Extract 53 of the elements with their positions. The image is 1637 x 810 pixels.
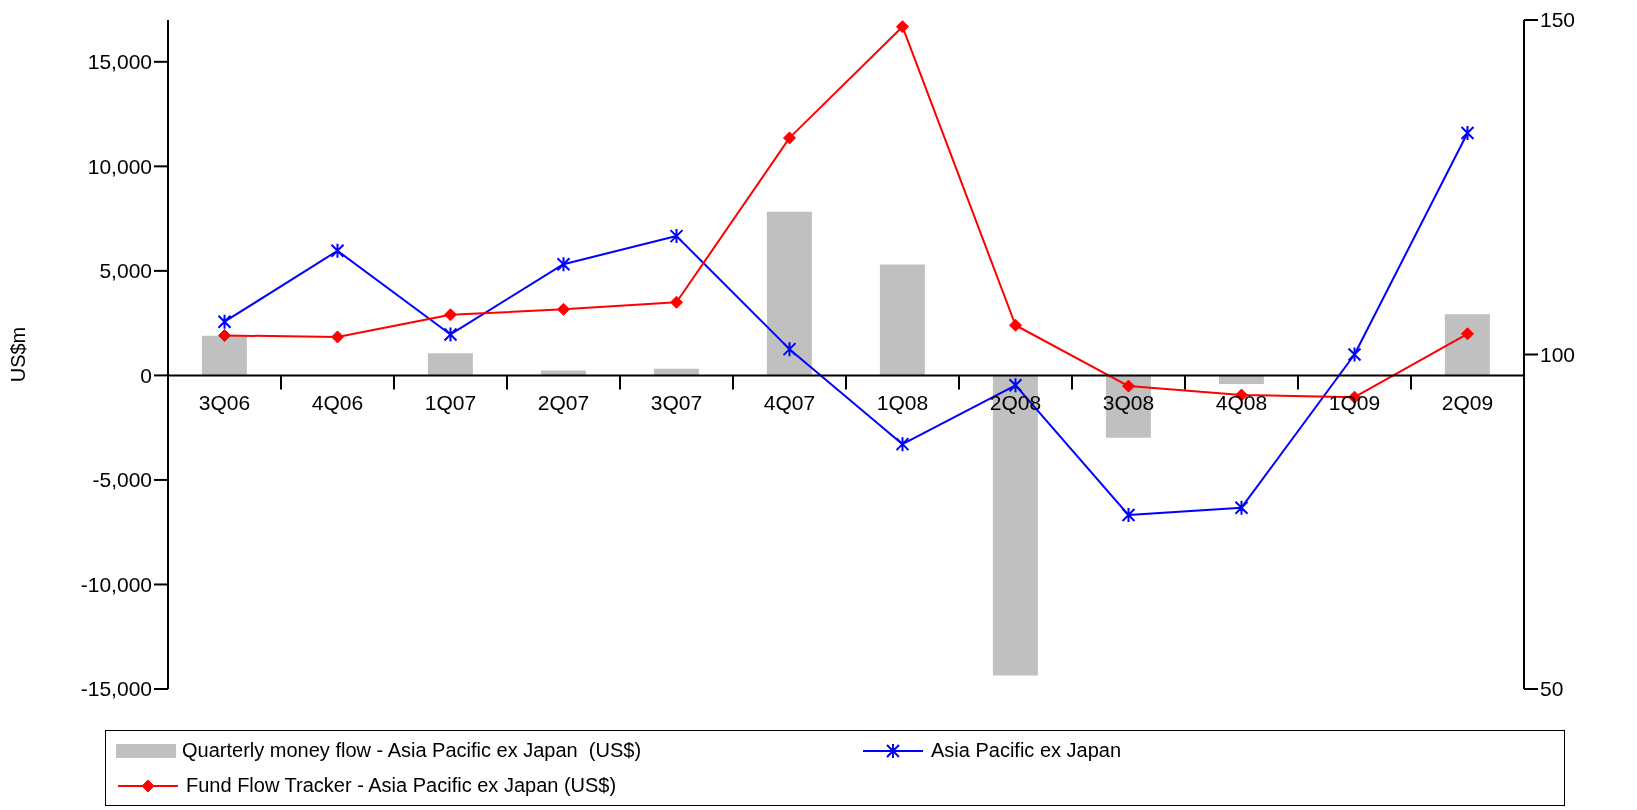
y-axis-title: US$m	[7, 326, 30, 383]
point	[1009, 318, 1022, 332]
x-tick-label: 3Q08	[1102, 391, 1155, 415]
point	[1460, 125, 1475, 142]
point	[670, 295, 683, 309]
point	[896, 20, 909, 34]
point	[330, 242, 345, 259]
point	[1347, 346, 1362, 363]
x-tick-label: 4Q08	[1215, 391, 1268, 415]
y-tick-label: -15,000	[80, 677, 152, 701]
x-tick-label: 1Q07	[424, 391, 477, 415]
bar	[1218, 375, 1264, 384]
y-tick-label: -10,000	[80, 572, 152, 596]
y-tick-label: 15,000	[87, 50, 152, 74]
point	[1008, 377, 1023, 394]
x-tick-label: 3Q06	[198, 391, 251, 415]
point	[895, 436, 910, 453]
bar	[1444, 314, 1490, 376]
legend-label: Asia Pacific ex Japan	[931, 739, 1122, 762]
point	[669, 228, 684, 245]
point	[1461, 327, 1474, 341]
bar	[201, 335, 247, 376]
y2-tick-label: 50	[1540, 677, 1564, 701]
point	[557, 302, 570, 316]
point	[783, 131, 796, 145]
point	[782, 341, 797, 358]
bar	[766, 211, 812, 376]
legend-label: Quarterly money flow - Asia Pacific ex Japan (US$)	[182, 739, 642, 762]
bar	[427, 353, 473, 376]
legend-label: Fund Flow Tracker - Asia Pacific ex Japan (US$)	[186, 774, 617, 797]
y-tick-label: 5,000	[99, 259, 152, 283]
x-tick-label: 2Q07	[537, 391, 590, 415]
y-tick-label: -5,000	[92, 468, 152, 492]
x-tick-label: 4Q07	[763, 391, 816, 415]
point	[443, 326, 458, 343]
y2-tick-label: 150	[1540, 8, 1576, 32]
point	[1121, 507, 1136, 524]
y2-tick-label: 100	[1540, 342, 1576, 366]
y-tick-label: 10,000	[87, 154, 152, 178]
point	[1122, 379, 1135, 393]
x-tick-label: 4Q06	[311, 391, 364, 415]
x-tick-label: 1Q09	[1328, 391, 1381, 415]
x-tick-label: 1Q08	[876, 391, 929, 415]
y-tick-label: 0	[140, 363, 152, 387]
x-tick-label: 2Q09	[1441, 391, 1494, 415]
bar	[879, 264, 925, 376]
point	[556, 256, 571, 273]
point	[331, 330, 344, 344]
point	[444, 308, 457, 322]
point	[218, 328, 231, 342]
point	[1234, 499, 1249, 516]
point	[217, 313, 232, 330]
x-tick-label: 3Q07	[650, 391, 703, 415]
